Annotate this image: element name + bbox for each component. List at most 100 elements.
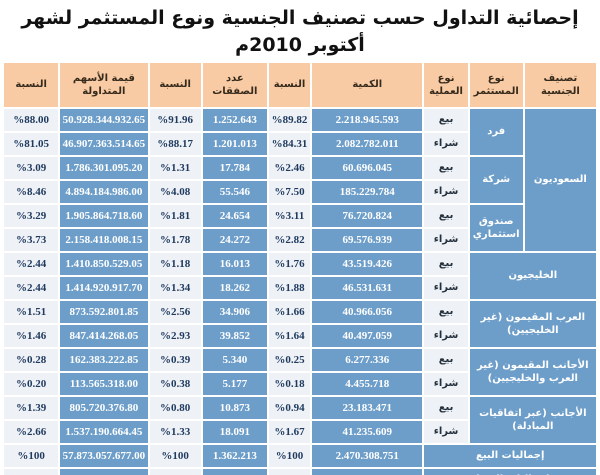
total-buy-label: إجماليات الشراء [424,469,596,475]
cell-deals-pct: %88.17 [149,133,201,156]
cell-quantity: 69.576.939 [312,229,423,252]
cell-value-pct: %100 [4,445,59,468]
cell-quantity-pct: %1.76 [268,253,311,276]
investor-fund: صندوق استثماري [469,205,523,252]
cell-quantity-pct: %2.82 [268,229,311,252]
cell-deals: 1.201.013 [202,133,267,156]
cell-value: 847.414.268.05 [60,325,148,348]
cell-quantity: 2.470.308.751 [312,445,423,468]
cell-quantity-pct: %3.11 [268,205,311,228]
cell-operation: شراء [424,373,468,396]
header-nationality: تصنيف الجنسية [524,63,596,108]
cell-quantity: 46.531.631 [312,277,423,300]
cell-deals: 24.654 [202,205,267,228]
cell-value: 873.592.801.85 [60,301,148,324]
cell-quantity: 43.519.426 [312,253,423,276]
cell-value-pct: %0.20 [4,373,59,396]
cell-value-pct: %2.66 [4,421,59,444]
cell-deals-pct: %91.96 [149,109,201,132]
cell-value: 1.410.850.529.05 [60,253,148,276]
cell-operation: شراء [424,421,468,444]
cell-deals-pct: %1.18 [149,253,201,276]
cell-operation: شراء [424,181,468,204]
cell-value-pct: %3.29 [4,205,59,228]
table-row: شراء 4.455.718 %0.18 5.177 %0.38 113.565… [4,373,596,396]
header-traded-value: قيمة الأسهم المتداولة [60,63,148,108]
table-row: الأجانب المقيمون (غير العرب والخليجيين) … [4,349,596,396]
cell-deals: 5.177 [202,373,267,396]
page-title: إحصائية التداول حسب تصنيف الجنسية ونوع ا… [21,7,579,56]
table-row: شراء 40.497.059 %1.64 39.852 %2.93 847.4… [4,325,596,348]
cell-deals: 39.852 [202,325,267,348]
cell-quantity-pct: %1.64 [268,325,311,348]
table-row: شراء 2.082.782.011 %84.31 1.201.013 %88.… [4,133,596,156]
cell-value-pct: %1.39 [4,397,59,420]
cell-quantity-pct: %1.66 [268,301,311,324]
cell-value-pct: %100 [4,469,59,475]
cell-operation: شراء [424,133,468,156]
totals-row-sell: إجماليات البيع 2.470.308.751 %100 1.362.… [4,445,596,468]
group-swap-foreigners: الأجانب (عبر اتفاقيات المبادلة) [469,397,596,444]
cell-deals-pct: %0.38 [149,373,201,396]
cell-value-pct: %3.73 [4,229,59,252]
cell-value: 1.786.301.095.20 [60,157,148,180]
cell-quantity: 4.455.718 [312,373,423,396]
cell-quantity-pct: %2.46 [268,157,311,180]
cell-quantity-pct: %89.82 [268,109,311,132]
cell-operation: بيع [424,349,468,372]
header-quantity: الكمية [312,63,423,108]
cell-quantity: 185.229.784 [312,181,423,204]
group-resident-foreigners: الأجانب المقيمون (غير العرب والخليجيين) [469,349,596,396]
cell-deals: 10.873 [202,397,267,420]
cell-quantity-pct: %100 [268,469,311,475]
header-deals-pct: النسبة [149,63,201,108]
cell-deals: 24.272 [202,229,267,252]
cell-deals: 1.362.213 [202,469,267,475]
cell-value-pct: %1.46 [4,325,59,348]
group-resident-arabs: العرب المقيمون (غير الخليجيين) [469,301,596,348]
cell-operation: بيع [424,109,468,132]
table-row: شراء 41.235.609 %1.67 18.091 %1.33 1.537… [4,421,596,444]
cell-value: 46.907.363.514.65 [60,133,148,156]
investor-company: شركة [469,157,523,204]
cell-deals-pct: %1.31 [149,157,201,180]
cell-quantity: 2.082.782.011 [312,133,423,156]
cell-deals-pct: %1.33 [149,421,201,444]
cell-value-pct: %1.51 [4,301,59,324]
cell-operation: بيع [424,157,468,180]
cell-deals: 5.340 [202,349,267,372]
group-saudis: السعوديون [524,109,596,252]
cell-value: 4.894.184.986.00 [60,181,148,204]
cell-value: 1.414.920.917.70 [60,277,148,300]
header-value-pct: النسبة [4,63,59,108]
cell-quantity: 41.235.609 [312,421,423,444]
cell-deals-pct: %0.80 [149,397,201,420]
table-row: العرب المقيمون (غير الخليجيين) بيع 40.96… [4,301,596,348]
cell-deals: 1.362.213 [202,445,267,468]
cell-deals-pct: %1.78 [149,229,201,252]
cell-operation: بيع [424,253,468,276]
table-row: صندوق استثماري بيع 76.720.824 %3.11 24.6… [4,205,596,252]
cell-deals: 55.546 [202,181,267,204]
cell-deals: 16.013 [202,253,267,276]
cell-quantity: 40.497.059 [312,325,423,348]
cell-quantity-pct: %84.31 [268,133,311,156]
cell-operation: شراء [424,325,468,348]
header-deals-count: عدد الصفقات [202,63,267,108]
cell-quantity: 76.720.824 [312,205,423,228]
cell-deals-pct: %0.39 [149,349,201,372]
cell-deals-pct: %1.81 [149,205,201,228]
cell-operation: شراء [424,277,468,300]
header-row: تصنيف الجنسية نوع المستثمر نوع العملية ا… [4,63,596,108]
cell-operation: بيع [424,397,468,420]
table-row: السعوديون فرد بيع 2.218.945.593 %89.82 1… [4,109,596,252]
cell-value: 162.383.222.85 [60,349,148,372]
cell-deals-pct: %1.34 [149,277,201,300]
cell-quantity: 40.966.056 [312,301,423,324]
cell-value: 113.565.318.00 [60,373,148,396]
cell-quantity-pct: %100 [268,445,311,468]
cell-deals-pct: %100 [149,469,201,475]
investor-individual: فرد [469,109,523,156]
cell-value: 1.537.190.664.45 [60,421,148,444]
